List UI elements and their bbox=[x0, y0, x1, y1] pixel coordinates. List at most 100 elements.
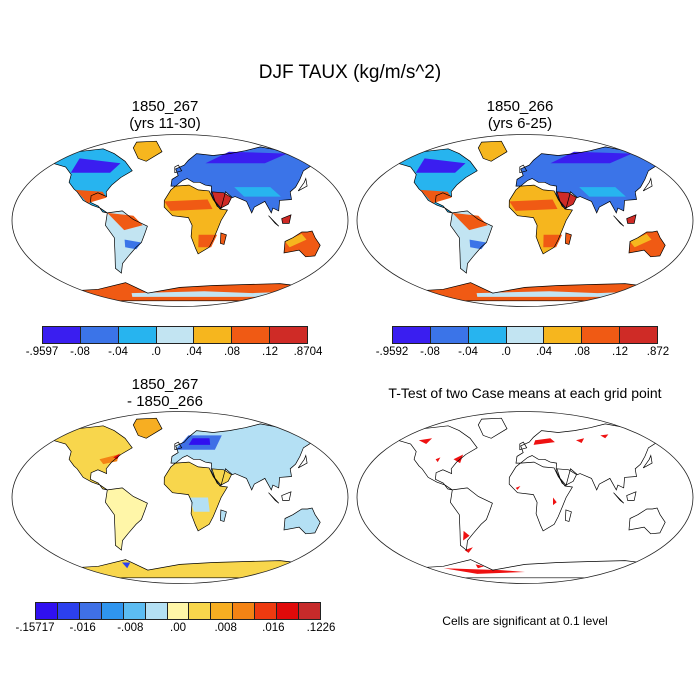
land-eurasia bbox=[171, 146, 329, 213]
land-samerica-north bbox=[452, 212, 488, 231]
coastline-eurasia bbox=[170, 423, 330, 491]
map-panel-1 bbox=[11, 134, 349, 307]
coastline-arabia bbox=[556, 191, 577, 209]
colorbar-swatch bbox=[194, 327, 233, 343]
significant-cell bbox=[600, 434, 609, 439]
coastline-uk bbox=[174, 441, 183, 451]
coastline-samerica bbox=[105, 210, 148, 274]
colorbar-tick-label: -.15717 bbox=[15, 622, 55, 634]
coastline-australia bbox=[628, 507, 666, 535]
colorbar-swatch bbox=[57, 603, 80, 619]
coastline-japan bbox=[297, 454, 308, 469]
coastline-australia bbox=[628, 230, 666, 258]
coastline-indonesia2 bbox=[281, 214, 292, 224]
coastline-samerica bbox=[105, 487, 148, 551]
coastline-indonesia1 bbox=[613, 215, 625, 227]
coastline-australia bbox=[283, 507, 321, 535]
coastline-africa bbox=[508, 461, 573, 532]
colorbar-swatch bbox=[189, 603, 212, 619]
coastline-indonesia1 bbox=[268, 215, 280, 227]
coastline-nz bbox=[672, 256, 686, 265]
colorbar-difference bbox=[35, 602, 321, 620]
land-australia-north bbox=[285, 233, 307, 248]
colorbar-swatch bbox=[232, 327, 271, 343]
significant-cell bbox=[533, 438, 555, 445]
coastline-indonesia2 bbox=[626, 214, 637, 224]
coastline-nz bbox=[327, 256, 341, 265]
colorbar-swatch bbox=[80, 327, 119, 343]
land-australia-north bbox=[630, 233, 652, 248]
coastline-greenland bbox=[477, 417, 508, 439]
significant-cell bbox=[435, 457, 441, 463]
diff-greenland bbox=[133, 418, 162, 439]
coastline-antarctica bbox=[376, 559, 673, 579]
land-australia bbox=[284, 231, 321, 257]
colorbar-swatch bbox=[270, 327, 308, 343]
colorbar-tick-label: -.08 bbox=[420, 346, 440, 358]
significant-cell bbox=[515, 486, 521, 490]
diff-northeast-hotspot bbox=[113, 453, 120, 460]
colorbar-swatch bbox=[167, 603, 190, 619]
panel-3-title-line2: - 1850_266 bbox=[127, 393, 203, 410]
coastline-nz bbox=[672, 533, 686, 542]
land-samerica-south bbox=[469, 239, 487, 250]
diff-australia bbox=[284, 508, 321, 534]
map-panel-3 bbox=[11, 411, 349, 584]
diff-africa bbox=[164, 462, 228, 531]
colorbar-swatch bbox=[101, 603, 124, 619]
colorbar-tick-label: -.08 bbox=[70, 346, 90, 358]
colorbar-swatch bbox=[506, 327, 545, 343]
colorbar-difference-labels: -.15717 -.016 -.008 .00 .008 .016 .1226 bbox=[15, 622, 335, 636]
significant-cell bbox=[418, 438, 433, 444]
map-border bbox=[356, 411, 694, 584]
diff-namerica-east bbox=[99, 454, 119, 465]
colorbar-swatch bbox=[255, 603, 278, 619]
colorbar-panel-1 bbox=[42, 326, 308, 344]
colorbar-tick-label: .016 bbox=[262, 622, 285, 634]
coastline-greenland bbox=[132, 417, 163, 439]
land-indonesia bbox=[626, 214, 636, 224]
land-namerica-north bbox=[70, 158, 121, 173]
colorbar-tick-label: .8704 bbox=[293, 346, 323, 358]
colorbar-tick-label: -.008 bbox=[117, 622, 144, 634]
diff-arabia bbox=[211, 468, 232, 486]
map-border bbox=[11, 134, 349, 307]
colorbar-swatch bbox=[79, 603, 102, 619]
land-antarctica bbox=[376, 282, 673, 301]
colorbar-tick-label: .12 bbox=[612, 346, 628, 358]
coastline-namerica bbox=[40, 425, 133, 491]
colorbar-tick-label: .1226 bbox=[306, 622, 336, 634]
land-central-asia bbox=[234, 187, 281, 197]
colorbar-tick-label: .12 bbox=[262, 346, 278, 358]
colorbar-tick-label: -.9597 bbox=[25, 346, 59, 358]
coastline-namerica bbox=[40, 148, 133, 214]
coastline-africa bbox=[163, 461, 228, 532]
significant-cell bbox=[453, 454, 464, 464]
colorbar-panel-2 bbox=[392, 326, 658, 344]
coastline-samerica bbox=[450, 487, 493, 551]
land-namerica-north bbox=[415, 158, 466, 173]
coastline-arabia bbox=[211, 191, 232, 209]
land-antarctica-interior bbox=[476, 291, 647, 297]
diff-europe-minimum bbox=[188, 438, 211, 445]
coastline-namerica bbox=[385, 148, 478, 214]
coastline-indonesia1 bbox=[613, 492, 625, 504]
panel-4-title: T-Test of two Case means at each grid po… bbox=[355, 385, 695, 402]
panel-2-title-line2: (yrs 6-25) bbox=[487, 115, 553, 132]
coastline-japan bbox=[642, 454, 653, 469]
colorbar-tick-label: .872 bbox=[646, 346, 670, 358]
coastline-madagascar bbox=[220, 509, 227, 522]
coastline-madagascar bbox=[565, 509, 572, 522]
colorbar-tick-label: -.9592 bbox=[375, 346, 409, 358]
significant-cell bbox=[576, 438, 585, 443]
coastline-africa bbox=[508, 184, 573, 255]
panel-3-title-line1: 1850_267 bbox=[131, 376, 199, 393]
coastline-indonesia1 bbox=[268, 492, 280, 504]
colorbar-tick-label: -.016 bbox=[69, 622, 96, 634]
diff-antarctic-peninsula bbox=[122, 562, 131, 569]
coastline-japan bbox=[297, 177, 308, 192]
colorbar-swatch bbox=[233, 603, 256, 619]
land-siberia bbox=[205, 151, 287, 164]
significant-cell bbox=[443, 568, 525, 574]
coastline-arabia bbox=[556, 468, 577, 486]
